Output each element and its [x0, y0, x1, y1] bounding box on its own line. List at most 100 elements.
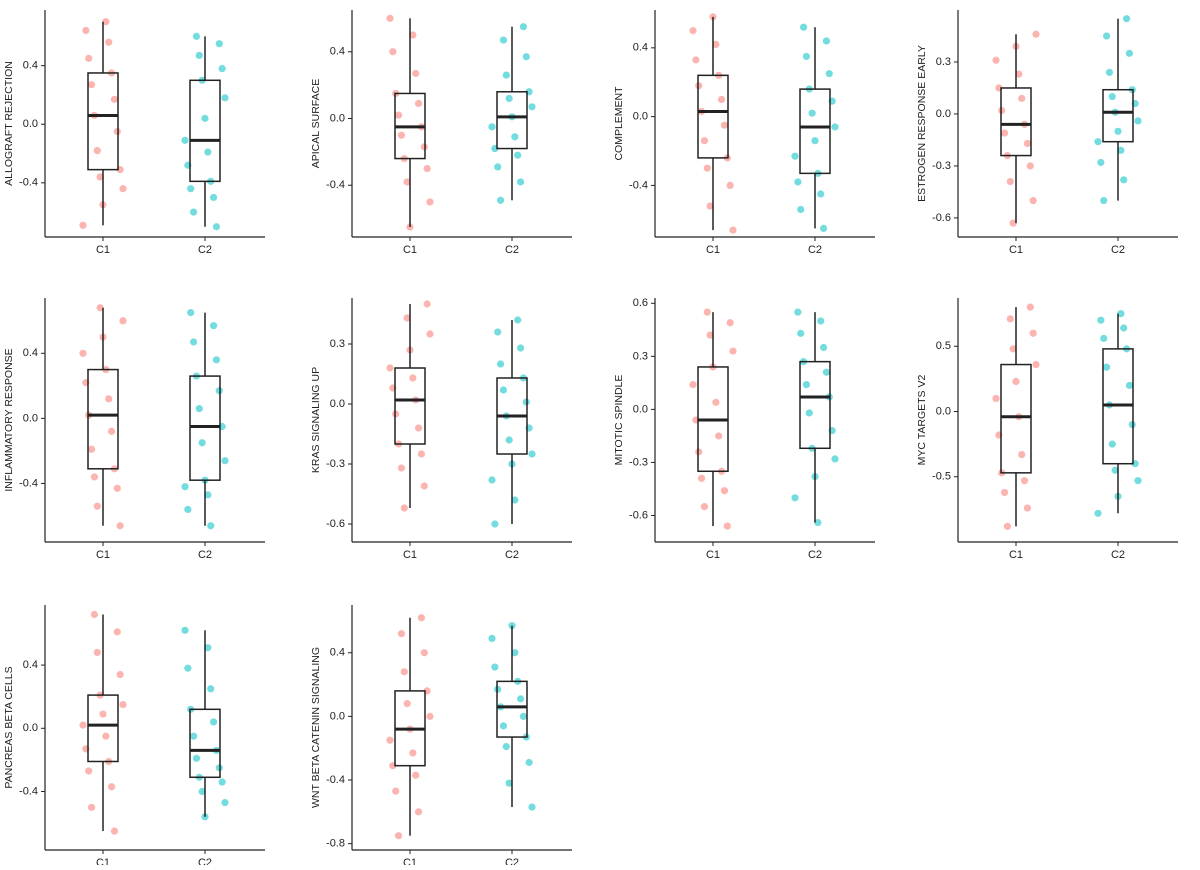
x-tick-label: C1	[1009, 549, 1023, 561]
data-point	[1015, 70, 1023, 78]
data-point	[802, 52, 811, 61]
data-point	[1105, 68, 1114, 76]
data-point	[426, 330, 434, 338]
data-point	[1032, 360, 1040, 369]
data-point	[198, 439, 206, 447]
data-point	[113, 484, 121, 492]
x-tick-label: C1	[96, 857, 110, 865]
data-point	[1102, 32, 1111, 40]
data-point	[192, 754, 201, 762]
data-point	[1000, 488, 1009, 497]
box	[87, 694, 119, 763]
panel: INFLAMMATORY RESPONSE -0.4 0.0 0.4 C1 C2	[3, 298, 265, 561]
y-axis-label: COMPLEMENT	[613, 86, 625, 161]
data-point	[116, 522, 124, 530]
x-tick-label: C1	[96, 549, 110, 561]
x-tick-label: C1	[403, 244, 417, 256]
data-point	[1134, 117, 1142, 125]
data-point	[79, 349, 87, 357]
panel: ESTROGEN RESPONSE EARLY -0.6 -0.3 0.0 0.3 C1 C…	[916, 10, 1178, 256]
data-point	[516, 695, 525, 703]
data-point	[107, 427, 116, 435]
data-point	[82, 26, 90, 35]
y-tick-label: -0.4	[19, 177, 38, 189]
y-axis-label: ALLOGRAFT REJECTION	[3, 61, 15, 186]
data-point	[414, 99, 423, 108]
x-tick-label: C2	[198, 857, 212, 865]
box	[87, 368, 119, 470]
data-point	[400, 668, 408, 676]
y-tick-label: 0.0	[23, 118, 38, 130]
data-point	[409, 31, 417, 39]
data-point	[726, 319, 734, 327]
box	[394, 367, 426, 445]
panel: ALLOGRAFT REJECTION -0.4 0.0 0.4 C1 C2	[3, 10, 265, 256]
y-tick-label: -0.4	[326, 179, 345, 191]
y-tick-label: -0.4	[19, 477, 38, 489]
data-point	[1122, 15, 1131, 23]
y-tick-label: -0.4	[19, 785, 38, 797]
data-point	[1097, 158, 1105, 167]
data-point	[491, 520, 499, 528]
data-point	[729, 347, 737, 355]
data-point	[1003, 522, 1012, 530]
data-point	[90, 473, 99, 481]
y-tick-label: -0.4	[629, 179, 648, 191]
panel: MITOTIC SPINDLE -0.6 -0.3 0.0 0.3 0.6 C1 C2	[613, 297, 875, 561]
panel: PANCREAS BETA CELLS -0.4 0.0 0.4 C1 C2	[3, 605, 265, 869]
data-point	[218, 64, 226, 73]
y-axis-label: WNT BETA CATENIN SIGNALING	[310, 647, 322, 808]
data-point	[414, 808, 423, 816]
data-point	[794, 308, 802, 316]
data-point	[195, 51, 203, 60]
data-point	[703, 164, 711, 172]
data-point	[703, 308, 711, 316]
data-point	[499, 386, 508, 394]
y-tick-label: 0.4	[23, 659, 38, 671]
data-point	[1029, 329, 1037, 337]
data-point	[1009, 219, 1017, 227]
data-point	[692, 56, 700, 64]
data-point	[204, 148, 212, 156]
data-point	[119, 185, 127, 193]
data-point	[488, 123, 496, 131]
data-point	[1006, 315, 1014, 323]
data-point	[1006, 177, 1014, 186]
box	[496, 680, 528, 738]
data-point	[697, 474, 706, 482]
data-point	[113, 628, 121, 636]
y-tick-label: 0.3	[633, 350, 648, 362]
y-axis-label: MYC TARGETS V2	[916, 375, 928, 466]
data-point	[822, 368, 831, 376]
data-point	[1032, 30, 1040, 38]
data-point	[511, 496, 519, 504]
data-point	[1000, 129, 1009, 137]
data-point	[1102, 363, 1111, 371]
y-axis-label: MITOTIC SPINDLE	[613, 375, 625, 466]
x-tick-label: C1	[706, 549, 720, 561]
y-tick-label: -0.3	[932, 160, 951, 172]
data-point	[511, 133, 519, 141]
data-point	[720, 121, 729, 129]
data-point	[1023, 139, 1032, 148]
y-tick-label: -0.8	[326, 838, 345, 850]
data-point	[831, 455, 839, 463]
y-tick-label: 0.5	[936, 340, 951, 352]
data-point	[817, 190, 825, 198]
data-point	[499, 722, 508, 730]
data-point	[1134, 477, 1142, 485]
data-point	[110, 827, 119, 835]
data-point	[187, 185, 195, 193]
panel: WNT BETA CATENIN SIGNALING -0.8 -0.4 0.0 0.4…	[310, 605, 572, 869]
y-tick-label: -0.3	[326, 458, 345, 470]
box	[496, 91, 528, 150]
data-point	[209, 193, 218, 202]
data-point	[494, 163, 502, 171]
data-point	[715, 432, 723, 440]
y-axis-label: KRAS SIGNALING UP	[310, 367, 322, 473]
data-point	[110, 95, 119, 103]
data-point	[511, 649, 519, 657]
data-point	[1018, 94, 1026, 102]
data-point	[525, 758, 533, 767]
data-point	[1108, 93, 1116, 101]
